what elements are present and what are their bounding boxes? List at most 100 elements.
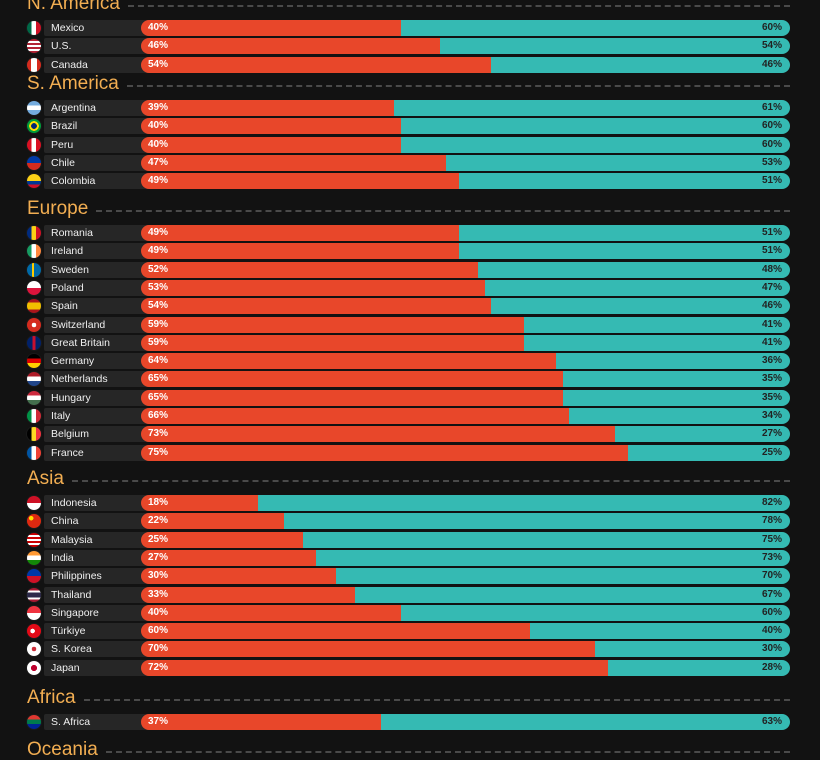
bar-segment-a	[141, 261, 479, 278]
country-name: Singapore	[51, 606, 99, 619]
data-label-b: 51%	[761, 175, 782, 187]
data-label-a: 33%	[148, 588, 169, 600]
data-label-b: 75%	[761, 533, 782, 545]
bar-segment-b	[283, 513, 790, 530]
data-label-b: 73%	[761, 551, 782, 563]
table-row: Indonesia 18% 82%	[0, 495, 820, 511]
country-label-background	[44, 334, 164, 351]
country-name: Türkiye	[51, 625, 86, 638]
poland-flag-icon	[27, 280, 41, 295]
table-row: Sweden 52% 48%	[0, 261, 820, 278]
spain-flag-icon	[27, 299, 41, 314]
country-label-background	[44, 316, 164, 333]
bar-segment-a	[141, 513, 284, 530]
table-row: Germany 64% 36%	[0, 353, 820, 370]
country-name: Poland	[51, 281, 84, 294]
data-label-b: 60%	[761, 22, 782, 33]
bar-segment-a	[141, 353, 557, 370]
data-label-a: 49%	[148, 245, 169, 257]
bar-segment-b	[400, 604, 790, 621]
bar-segment-a	[141, 714, 382, 730]
bar-segment-b	[523, 316, 790, 333]
country-label-background	[44, 641, 164, 658]
bar-segment-a	[141, 531, 304, 548]
country-name: Ireland	[51, 245, 84, 258]
data-label-b: 70%	[761, 570, 782, 582]
table-row: Japan 72% 28%	[0, 659, 820, 676]
table-row: Mexico 40% 60%	[0, 20, 820, 36]
bar-segment-b	[608, 659, 790, 676]
country-name: Malaysia	[51, 533, 93, 546]
bar-segment-a	[141, 586, 356, 603]
data-label-a: 40%	[148, 138, 169, 150]
bar-segment-a	[141, 136, 401, 153]
bar-segment-a	[141, 279, 485, 296]
hungary-flag-icon	[27, 390, 41, 405]
data-label-b: 61%	[761, 102, 782, 113]
region-divider	[126, 85, 790, 87]
table-row: Singapore 40% 60%	[0, 604, 820, 621]
country-name: Hungary	[51, 391, 91, 404]
data-label-a: 52%	[148, 263, 169, 275]
france-flag-icon	[27, 445, 41, 460]
bar-segment-b	[595, 641, 790, 658]
colombia-flag-icon	[27, 174, 41, 189]
south-africa-flag-icon	[27, 715, 41, 729]
country-name: Italy	[51, 410, 71, 422]
country-label-background	[44, 568, 164, 585]
data-label-b: 63%	[761, 716, 782, 727]
germany-flag-icon	[27, 354, 41, 369]
country-label-background	[44, 56, 164, 73]
table-row: India 27% 73%	[0, 549, 820, 566]
country-name: Great Britain	[51, 336, 110, 349]
data-label-b: 34%	[761, 410, 782, 421]
bar-segment-b	[459, 243, 790, 260]
data-label-a: 27%	[148, 551, 169, 563]
country-label-background	[44, 100, 164, 116]
country-name: Japan	[51, 661, 80, 674]
bar-segment-a	[141, 623, 531, 640]
table-row: S. Korea 70% 30%	[0, 641, 820, 658]
country-label-background	[44, 444, 164, 461]
bar-segment-b	[400, 118, 790, 135]
bar-segment-a	[141, 298, 492, 315]
table-row: Brazil 40% 60%	[0, 118, 820, 135]
country-label-background	[44, 20, 164, 36]
data-label-a: 60%	[148, 625, 169, 637]
romania-flag-icon	[27, 226, 41, 240]
bar-segment-a	[141, 641, 596, 658]
data-label-a: 39%	[148, 102, 169, 113]
data-label-a: 65%	[148, 391, 169, 403]
data-label-a: 49%	[148, 175, 169, 187]
data-label-b: 67%	[761, 588, 782, 600]
country-name: Indonesia	[51, 497, 97, 509]
country-name: Germany	[51, 355, 95, 368]
data-label-a: 65%	[148, 373, 169, 385]
data-label-b: 51%	[761, 245, 782, 257]
table-row: Türkiye 60% 40%	[0, 623, 820, 640]
country-label-background	[44, 225, 164, 241]
canada-flag-icon	[27, 57, 41, 72]
data-label-b: 48%	[761, 263, 782, 275]
country-label-background	[44, 136, 164, 153]
bar-segment-b	[459, 225, 790, 241]
data-label-b: 40%	[761, 625, 782, 637]
table-row: Romania 49% 51%	[0, 225, 820, 241]
table-row: Ireland 49% 51%	[0, 243, 820, 260]
region-title: S. America	[27, 73, 119, 94]
table-row: Philippines 30% 70%	[0, 568, 820, 585]
country-name: Netherlands	[51, 373, 108, 386]
bar-segment-a	[141, 426, 615, 443]
country-name: Argentina	[51, 102, 96, 114]
data-label-b: 46%	[761, 58, 782, 70]
region-title: Asia	[27, 468, 64, 489]
bar-segment-a	[141, 225, 459, 241]
country-label-background	[44, 604, 164, 621]
table-row: Argentina 39% 61%	[0, 100, 820, 116]
india-flag-icon	[27, 550, 41, 565]
country-name: Mexico	[51, 22, 85, 34]
bar-segment-b	[614, 426, 790, 443]
data-label-b: 54%	[761, 40, 782, 52]
country-name: Colombia	[51, 175, 96, 188]
country-name: S. Korea	[51, 643, 92, 656]
